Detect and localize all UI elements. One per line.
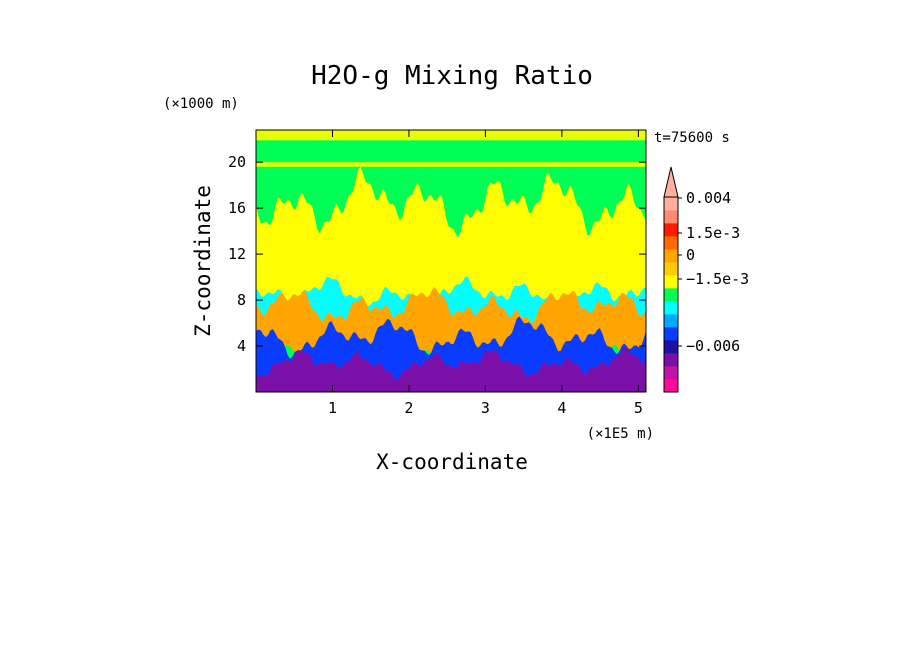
x-axis-label: X-coordinate [376,450,528,474]
colorbar-swatch [664,288,678,302]
time-label: t=75600 s [654,130,730,146]
colorbar-label: −0.006 [686,337,740,355]
upper-band-3 [256,130,646,141]
colorbar-swatch [664,301,678,315]
y-tick-label: 4 [237,337,246,355]
x-unit-label: (×1E5 m) [587,426,654,442]
plot-area [256,130,646,392]
plot-frame [255,129,647,393]
colorbar-swatch [664,366,678,380]
x-tick-label: 5 [634,399,643,417]
y-tick-label: 12 [228,245,246,263]
colorbar-label: 0.004 [686,189,731,207]
colorbar-swatch [664,275,678,289]
y-tick-label: 20 [228,153,246,171]
y-unit-label: (×1000 m) [163,96,239,112]
contour-region-yellow [256,167,646,338]
colorbar-frame [663,196,679,393]
x-tick-label: 1 [328,399,337,417]
y-tick-label: 16 [228,199,246,217]
y-axis-label: Z-coordinate [191,185,215,337]
colorbar-label: −1.5e-3 [686,270,749,288]
colorbar-swatch [664,262,678,276]
y-axis-ticks: 4 8 12 16 20 [228,153,646,355]
upper-band-1 [256,162,646,167]
upper-band-2 [256,157,646,162]
colorbar: 0.004 1.5e-3 0 −1.5e-3 −0.006 [663,166,749,393]
colorbar-swatch [664,197,678,211]
y-tick-label: 8 [237,291,246,309]
x-tick-label: 4 [557,399,566,417]
x-axis-ticks: 1 2 3 4 5 [328,130,643,417]
colorbar-swatch [664,327,678,341]
x-tick-label: 2 [404,399,413,417]
colorbar-swatch [664,223,678,237]
colorbar-extend-arrow [663,166,679,198]
colorbar-swatch [664,353,678,367]
x-tick-label: 3 [481,399,490,417]
contour-region-purple [256,346,646,392]
colorbar-swatch [664,340,678,354]
colorbar-swatch [664,314,678,328]
colorbar-swatch [664,236,678,250]
colorbar-swatch [664,379,678,393]
colorbar-label: 0 [686,246,695,264]
chart-title: H2O-g Mixing Ratio [311,61,593,91]
colorbar-swatch [664,210,678,224]
colorbar-swatch [664,249,678,263]
colorbar-label: 1.5e-3 [686,224,740,242]
